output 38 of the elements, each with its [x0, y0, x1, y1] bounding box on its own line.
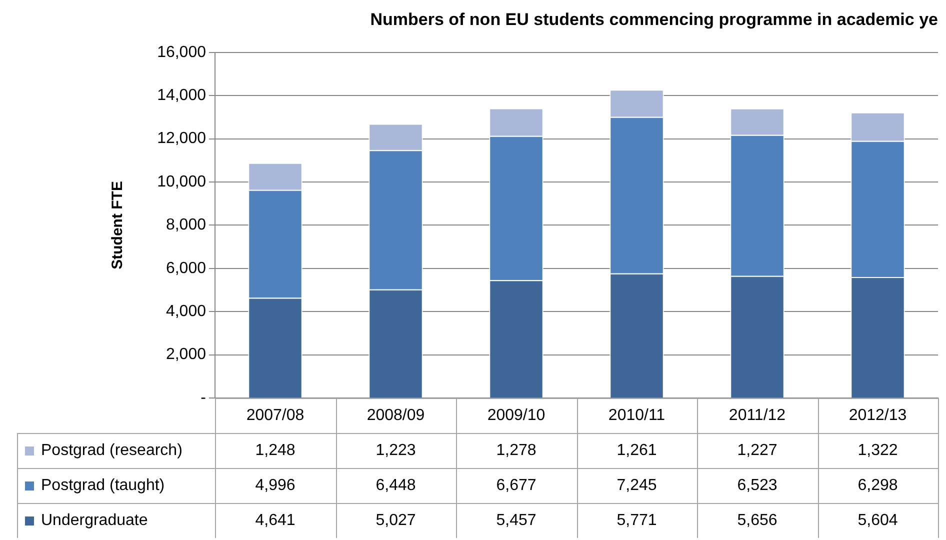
y-tick-label: 2,000: [166, 346, 206, 364]
x-tick-label: 2012/13: [848, 407, 907, 424]
data-label: 1,261: [616, 442, 657, 459]
data-label: 6,523: [737, 476, 778, 494]
data-label: 6,298: [858, 476, 898, 494]
x-tick-label: 2010/11: [608, 407, 666, 424]
chart-title: Numbers of non EU students commencing programme in academic ye: [370, 10, 938, 29]
y-tick-label: 10,000: [157, 173, 206, 190]
y-tick-label: 14,000: [157, 87, 206, 104]
y-tick-label: 12,000: [157, 130, 206, 148]
x-tick-label: 2008/09: [366, 407, 425, 424]
data-label: 5,457: [496, 512, 536, 529]
x-tick-label: 2011/12: [728, 407, 786, 424]
data-label: 1,248: [255, 442, 296, 459]
y-tick-label: 6,000: [166, 260, 206, 277]
x-tick-label: 2009/10: [487, 407, 546, 424]
data-label: 6,448: [376, 476, 416, 494]
data-label: 1,223: [376, 442, 416, 459]
legend-label: Undergraduate: [41, 512, 148, 529]
data-label: 5,771: [616, 512, 657, 529]
data-label: 1,227: [737, 442, 778, 459]
y-tick-label: -: [200, 389, 206, 406]
data-label: 4,996: [255, 476, 296, 494]
legend-label: Postgrad (research): [41, 442, 182, 459]
x-tick-label: 2007/08: [246, 407, 304, 424]
data-label: 7,245: [616, 476, 657, 494]
data-label: 6,677: [496, 476, 536, 494]
data-label: 1,322: [858, 442, 898, 459]
legend-label: Postgrad (taught): [41, 476, 165, 494]
data-label: 5,604: [858, 512, 898, 529]
data-label: 5,027: [376, 512, 416, 529]
y-tick-label: 4,000: [166, 303, 206, 320]
y-tick-label: 16,000: [157, 44, 206, 61]
y-tick-label: 8,000: [166, 216, 206, 234]
y-axis-title: Student FTE: [109, 181, 126, 270]
data-label: 5,656: [737, 512, 778, 529]
data-label: 1,278: [496, 442, 536, 459]
data-label: 4,641: [255, 512, 296, 529]
